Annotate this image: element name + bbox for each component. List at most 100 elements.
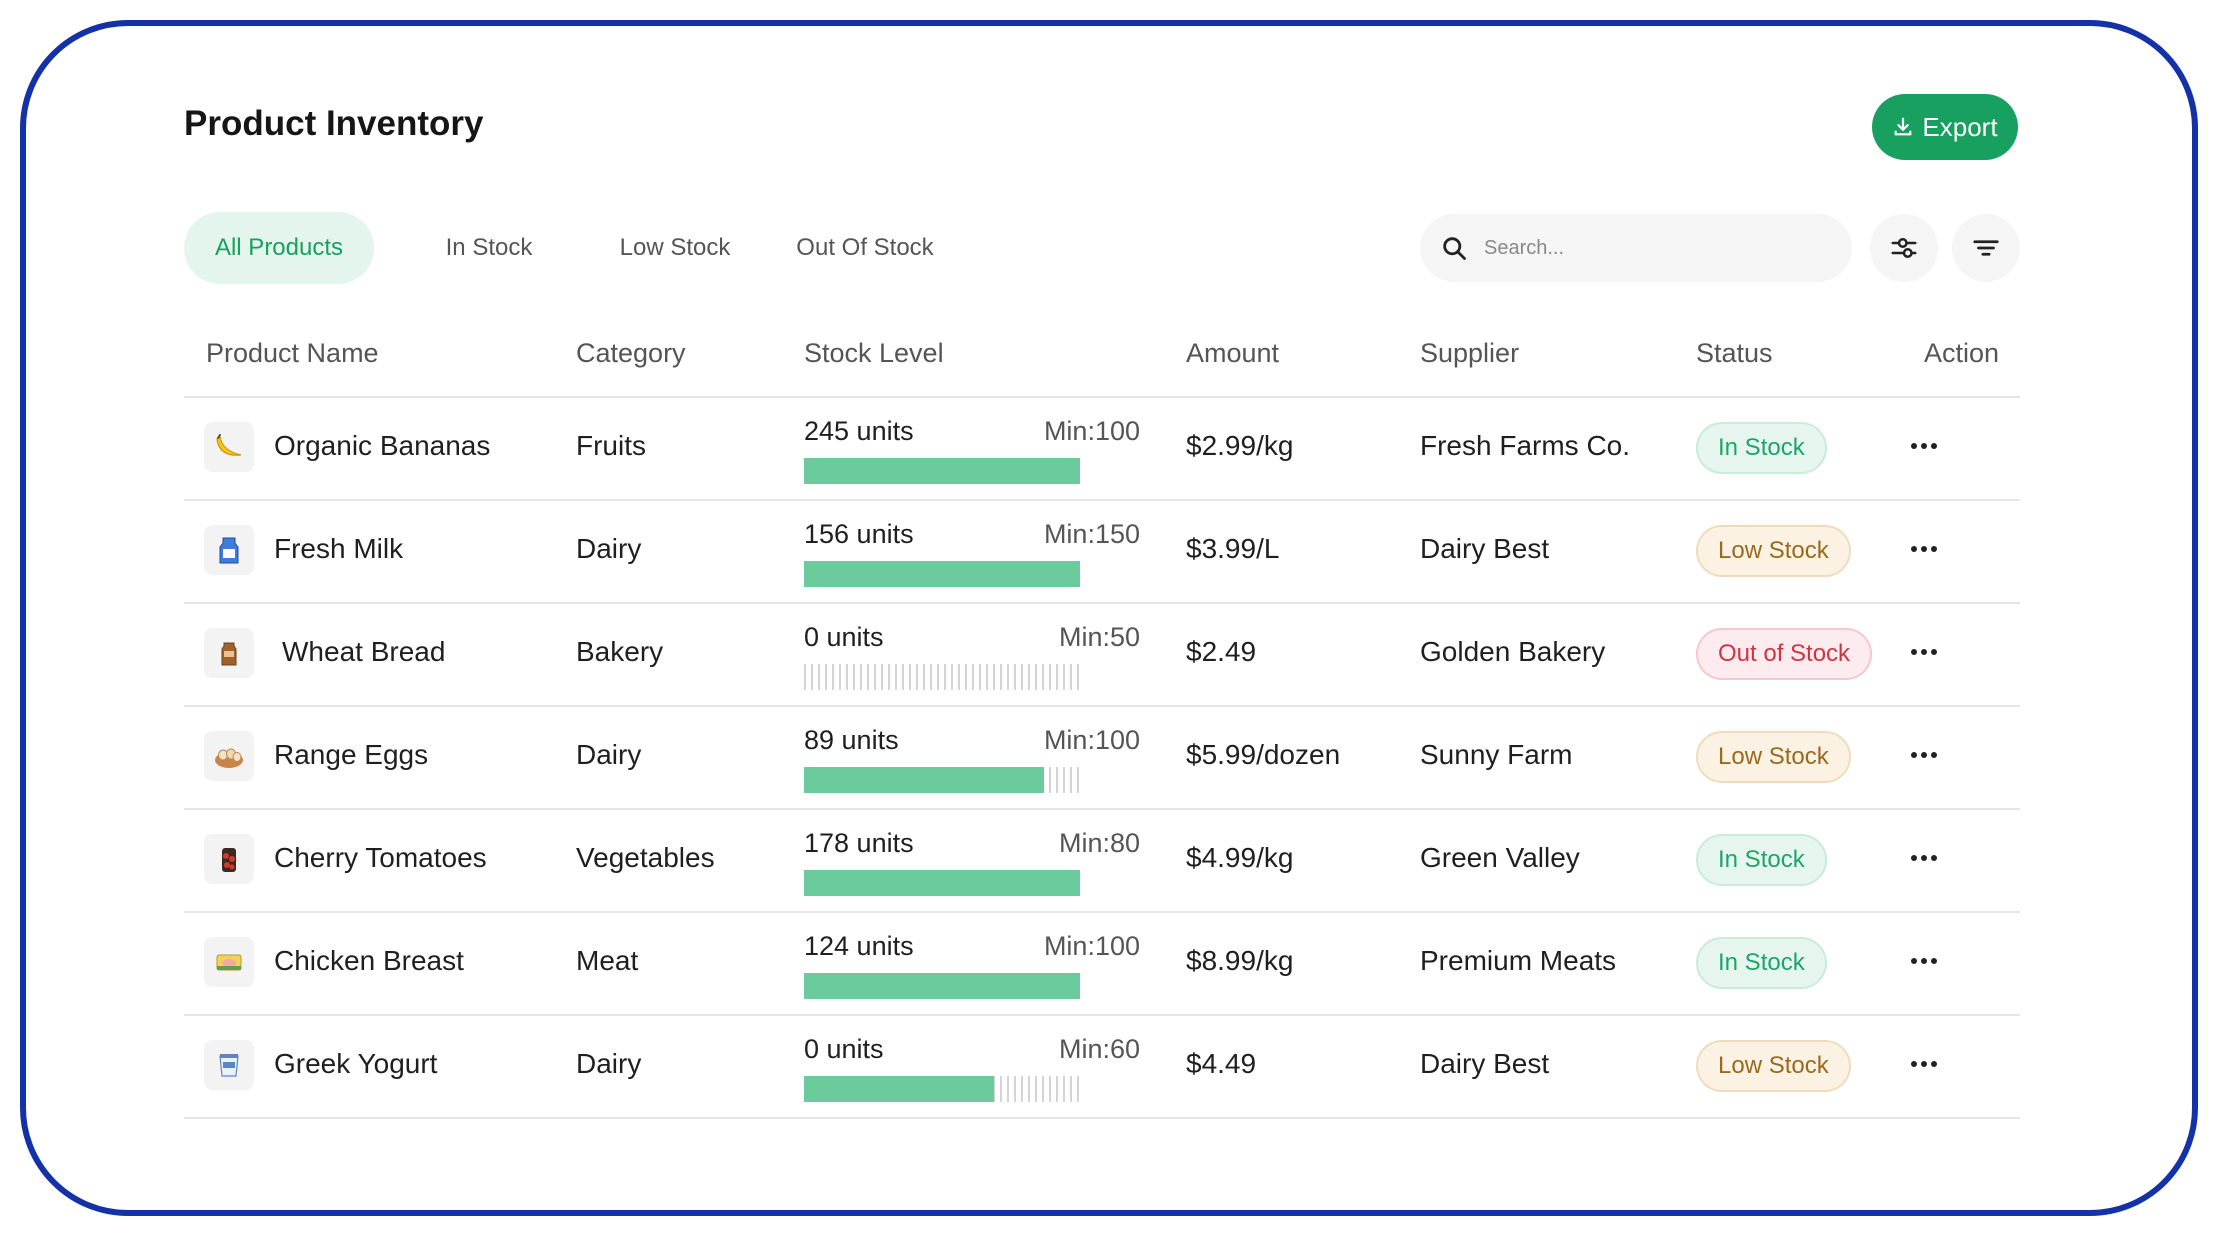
category: Dairy: [576, 739, 642, 770]
status-badge: Low Stock: [1696, 525, 1851, 577]
stock-min: Min:100: [1043, 931, 1140, 961]
stock-units: 0 units: [804, 1034, 884, 1064]
category: Dairy: [576, 533, 642, 564]
product-thumbnail: [204, 731, 254, 781]
stock-min: Min:60: [1058, 1034, 1140, 1064]
column-header-category: Category: [576, 338, 686, 368]
column-header-action: Action: [1924, 338, 2000, 368]
filter-button[interactable]: [1952, 214, 2020, 282]
row-actions-button[interactable]: [1902, 838, 1946, 878]
status-badge: Low Stock: [1696, 1040, 1851, 1092]
stock-units: 245 units: [804, 416, 914, 446]
amount: $2.49: [1186, 636, 1257, 667]
stock-level-fill: [804, 767, 1045, 793]
chicken-icon: [216, 954, 242, 971]
more-horizontal-icon: [1911, 855, 1937, 861]
stock-level-bar: [804, 664, 1080, 690]
stock-units: 178 units: [804, 828, 914, 858]
stock-level-fill: [804, 973, 1080, 999]
category: Vegetables: [576, 842, 715, 873]
stock-level-fill: [804, 1076, 995, 1102]
banana-icon: [216, 434, 242, 456]
stock-level-bar: [804, 458, 1080, 484]
row-actions-button[interactable]: [1902, 632, 1946, 672]
product-thumbnail: [204, 1040, 254, 1090]
stock-units: 89 units: [804, 725, 899, 755]
adjust-settings-button[interactable]: [1870, 214, 1938, 282]
product-name: Organic Bananas: [274, 430, 491, 461]
table-row[interactable]: Greek Yogurt Dairy 0 units Min:60 $4.49 …: [184, 1014, 2020, 1119]
row-actions-button[interactable]: [1902, 941, 1946, 981]
amount: $8.99/kg: [1186, 945, 1294, 976]
supplier: Sunny Farm: [1420, 739, 1573, 770]
stock-level-fill: [804, 561, 1080, 587]
download-icon: [1894, 117, 1912, 136]
stock-level-bar: [804, 973, 1080, 999]
row-actions-button[interactable]: [1902, 735, 1946, 775]
more-horizontal-icon: [1911, 1061, 1937, 1067]
inventory-card: Product Inventory Export All Products In…: [168, 60, 2060, 1180]
supplier: Premium Meats: [1420, 945, 1617, 976]
tab-in-stock[interactable]: In Stock: [445, 234, 533, 261]
tomato-icon: [222, 848, 236, 872]
page-title: Product Inventory: [184, 104, 484, 143]
column-header-product-name: Product Name: [206, 338, 379, 368]
stock-level-bar: [804, 870, 1080, 896]
stock-min: Min:150: [1043, 519, 1140, 549]
more-horizontal-icon: [1911, 958, 1937, 964]
category: Fruits: [576, 430, 646, 461]
product-name: Cherry Tomatoes: [274, 842, 487, 873]
milk-icon: [219, 537, 239, 564]
supplier: Dairy Best: [1420, 533, 1550, 564]
table-row[interactable]: Fresh Milk Dairy 156 units Min:150 $3.99…: [184, 499, 2020, 604]
product-name: Greek Yogurt: [274, 1048, 438, 1079]
amount: $4.49: [1186, 1048, 1257, 1079]
stock-level-fill: [804, 458, 1080, 484]
search-input[interactable]: [1482, 235, 1826, 261]
table-row[interactable]: Organic Bananas Fruits 245 units Min:100…: [184, 396, 2020, 501]
supplier: Dairy Best: [1420, 1048, 1550, 1079]
stock-level-bar: [804, 561, 1080, 587]
row-actions-button[interactable]: [1902, 426, 1946, 466]
supplier: Golden Bakery: [1420, 636, 1606, 667]
more-horizontal-icon: [1911, 546, 1937, 552]
status-badge: In Stock: [1696, 834, 1827, 886]
tab-all-products[interactable]: All Products: [184, 212, 374, 284]
table-row[interactable]: Cherry Tomatoes Vegetables 178 units Min…: [184, 808, 2020, 913]
search-icon: [1443, 237, 1466, 260]
row-actions-button[interactable]: [1902, 529, 1946, 569]
column-header-status: Status: [1696, 338, 1773, 368]
stock-min: Min:100: [1043, 725, 1140, 755]
product-name: Chicken Breast: [274, 945, 464, 976]
status-badge: In Stock: [1696, 937, 1827, 989]
stock-units: 0 units: [804, 622, 884, 652]
stock-min: Min:100: [1043, 416, 1140, 446]
table-header: Product Name Category Stock Level Amount…: [184, 308, 2020, 398]
search-box: [1420, 214, 1852, 282]
table-row[interactable]: Range Eggs Dairy 89 units Min:100 $5.99/…: [184, 705, 2020, 810]
product-thumbnail: [204, 834, 254, 884]
stock-units: 124 units: [804, 931, 914, 961]
status-badge: In Stock: [1696, 422, 1827, 474]
stock-level-bar: [804, 767, 1080, 793]
export-label: Export: [1922, 111, 1998, 142]
tab-out-of-stock[interactable]: Out Of Stock: [796, 234, 934, 261]
column-header-amount: Amount: [1186, 338, 1280, 368]
yogurt-icon: [219, 1054, 239, 1077]
table-row[interactable]: Chicken Breast Meat 124 units Min:100 $8…: [184, 911, 2020, 1016]
category: Bakery: [576, 636, 664, 667]
bread-icon: [221, 642, 237, 666]
table-row[interactable]: Wheat Bread Bakery 0 units Min:50 $2.49 …: [184, 602, 2020, 707]
sliders-icon: [1891, 238, 1917, 258]
category: Meat: [576, 945, 639, 976]
status-badge: Out of Stock: [1696, 628, 1873, 680]
stock-level-fill: [804, 870, 1080, 896]
amount: $5.99/dozen: [1186, 739, 1341, 770]
row-actions-button[interactable]: [1902, 1044, 1946, 1084]
tab-low-stock[interactable]: Low Stock: [619, 234, 731, 261]
supplier: Green Valley: [1420, 842, 1580, 873]
more-horizontal-icon: [1911, 443, 1937, 449]
export-button[interactable]: Export: [1872, 94, 2018, 160]
supplier: Fresh Farms Co.: [1420, 430, 1631, 461]
more-horizontal-icon: [1911, 649, 1937, 655]
